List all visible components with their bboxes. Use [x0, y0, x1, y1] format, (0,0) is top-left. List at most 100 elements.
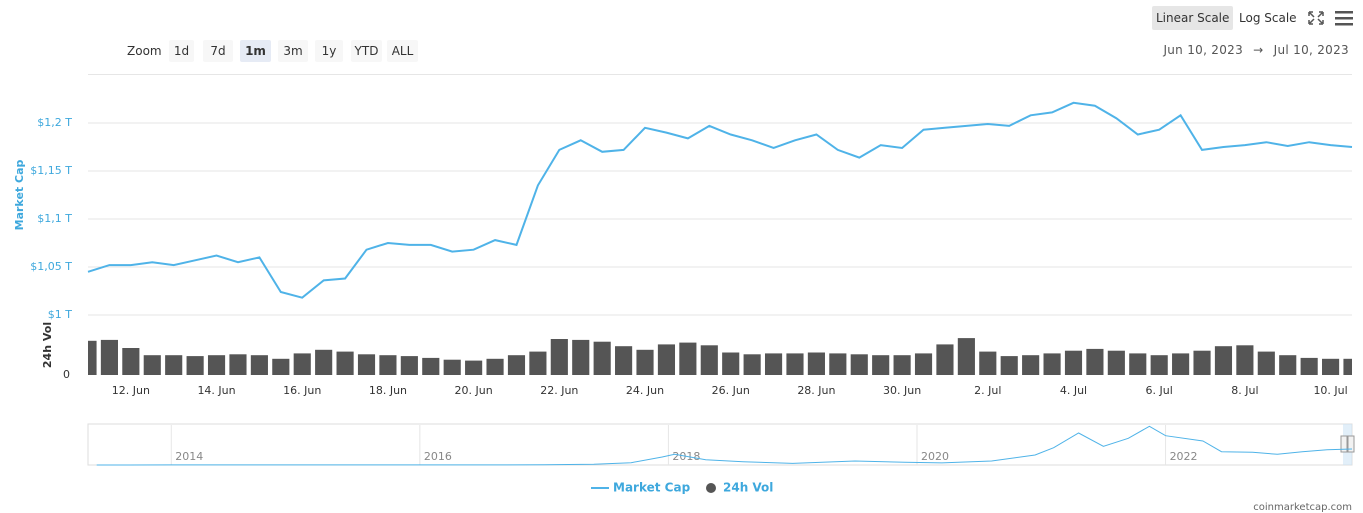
volume-bar [743, 354, 761, 375]
zoom-button[interactable]: 7d [203, 40, 233, 62]
volume-bar [529, 351, 547, 375]
navigator-tick-label: 2014 [175, 450, 203, 463]
x-tick-label: 16. Jun [283, 384, 321, 397]
volume-bar [1022, 355, 1040, 375]
volume-bar [1150, 355, 1168, 375]
volume-bar [443, 359, 461, 375]
date-to[interactable]: Jul 10, 2023 [1273, 43, 1349, 57]
volume-bar [357, 354, 376, 375]
volume-bar [872, 355, 890, 375]
zoom-button[interactable]: 1y [315, 40, 343, 62]
volume-bar [315, 349, 333, 375]
x-tick-label: 10. Jul [1313, 384, 1347, 397]
volume-bar [1279, 355, 1297, 375]
volume-bar [722, 352, 740, 375]
volume-bar [379, 355, 397, 375]
volume-bar [400, 356, 418, 375]
y-tick-label: $1 T [48, 308, 72, 321]
zoom-label: Zoom [127, 44, 162, 58]
zoom-button[interactable]: 1d [169, 40, 194, 62]
volume-bar [1043, 353, 1061, 375]
volume-bar [1172, 353, 1190, 375]
volume-bar [615, 346, 633, 375]
volume-bar [657, 344, 676, 375]
volume-bar [636, 349, 654, 375]
volume-bar [229, 354, 247, 375]
volume-bar [1107, 350, 1125, 375]
volume-bar [764, 353, 783, 375]
y-axis-label: 24h Vol [41, 322, 54, 368]
volume-bar [786, 353, 804, 375]
volume-bar [293, 353, 311, 375]
volume-bar [100, 339, 118, 375]
x-tick-label: 14. Jun [197, 384, 235, 397]
volume-bar [143, 355, 161, 375]
volume-bar [1000, 356, 1018, 375]
navigator-frame [87, 423, 1353, 466]
date-range: Jun 10, 2023 → Jul 10, 2023 [1163, 43, 1349, 57]
volume-bar [165, 355, 183, 375]
scale-button[interactable]: Linear Scale [1152, 6, 1234, 30]
x-tick-label: 12. Jun [112, 384, 150, 397]
legend-label[interactable]: 24h Vol [723, 481, 773, 495]
volume-bar [1064, 350, 1083, 375]
volume-bar [422, 357, 440, 375]
x-tick-label: 6. Jul [1146, 384, 1173, 397]
volume-bar [1129, 353, 1147, 375]
navigator-tick-label: 2016 [424, 450, 452, 463]
scale-button[interactable]: Log Scale [1239, 11, 1297, 25]
volume-bar [1257, 351, 1275, 375]
fullscreen-icon[interactable] [1308, 11, 1324, 25]
zoom-button[interactable]: 1m [240, 40, 271, 62]
volume-bar [593, 341, 611, 375]
date-from[interactable]: Jun 10, 2023 [1163, 43, 1244, 57]
x-tick-label: 24. Jun [626, 384, 664, 397]
zoom-button[interactable]: 3m [278, 40, 308, 62]
navigator-handle[interactable] [1347, 435, 1355, 453]
volume-bar [679, 342, 697, 375]
volume-bar [979, 351, 997, 375]
date-arrow: → [1253, 43, 1264, 57]
navigator-line [96, 425, 1353, 466]
volume-bar [486, 358, 504, 375]
x-tick-label: 26. Jun [712, 384, 750, 397]
volume-bar [88, 340, 97, 375]
x-tick-label: 28. Jun [797, 384, 835, 397]
x-tick-label: 8. Jul [1231, 384, 1258, 397]
x-tick-label: 22. Jun [540, 384, 578, 397]
y-tick-label: $1,1 T [37, 212, 72, 225]
volume-bar [336, 351, 354, 375]
volume-bar [1086, 348, 1104, 375]
volume-bar [893, 355, 911, 375]
volume-bar [122, 348, 140, 375]
x-tick-label: 2. Jul [974, 384, 1001, 397]
volume-bar [807, 352, 825, 375]
volume-bar [914, 353, 933, 375]
volume-bar [1214, 346, 1233, 375]
navigator-handle[interactable] [1340, 435, 1348, 453]
zoom-button[interactable]: YTD [351, 40, 382, 62]
volume-bar [1322, 358, 1340, 375]
volume-bar [250, 355, 268, 375]
legend-symbol [706, 483, 716, 493]
menu-icon[interactable] [1335, 11, 1353, 26]
y-tick-label: 0 [63, 368, 70, 381]
volume-bar [550, 339, 568, 375]
x-tick-label: 18. Jun [369, 384, 407, 397]
line-series [87, 101, 1353, 299]
volume-bar [1236, 345, 1254, 375]
volume-bar [700, 345, 718, 375]
volume-bar [829, 353, 847, 375]
zoom-button[interactable]: ALL [387, 40, 418, 62]
volume-bar [572, 339, 590, 375]
volume-bar [186, 356, 204, 375]
volume-bar [507, 355, 526, 375]
volume-bar [1300, 357, 1318, 375]
volume-bar [957, 338, 975, 375]
y-tick-label: $1,05 T [30, 260, 72, 273]
x-tick-label: 30. Jun [883, 384, 921, 397]
credit: coinmarketcap.com [1253, 502, 1352, 513]
legend-label[interactable]: Market Cap [613, 481, 691, 495]
volume-bar [207, 355, 226, 375]
volume-bar [936, 344, 954, 375]
